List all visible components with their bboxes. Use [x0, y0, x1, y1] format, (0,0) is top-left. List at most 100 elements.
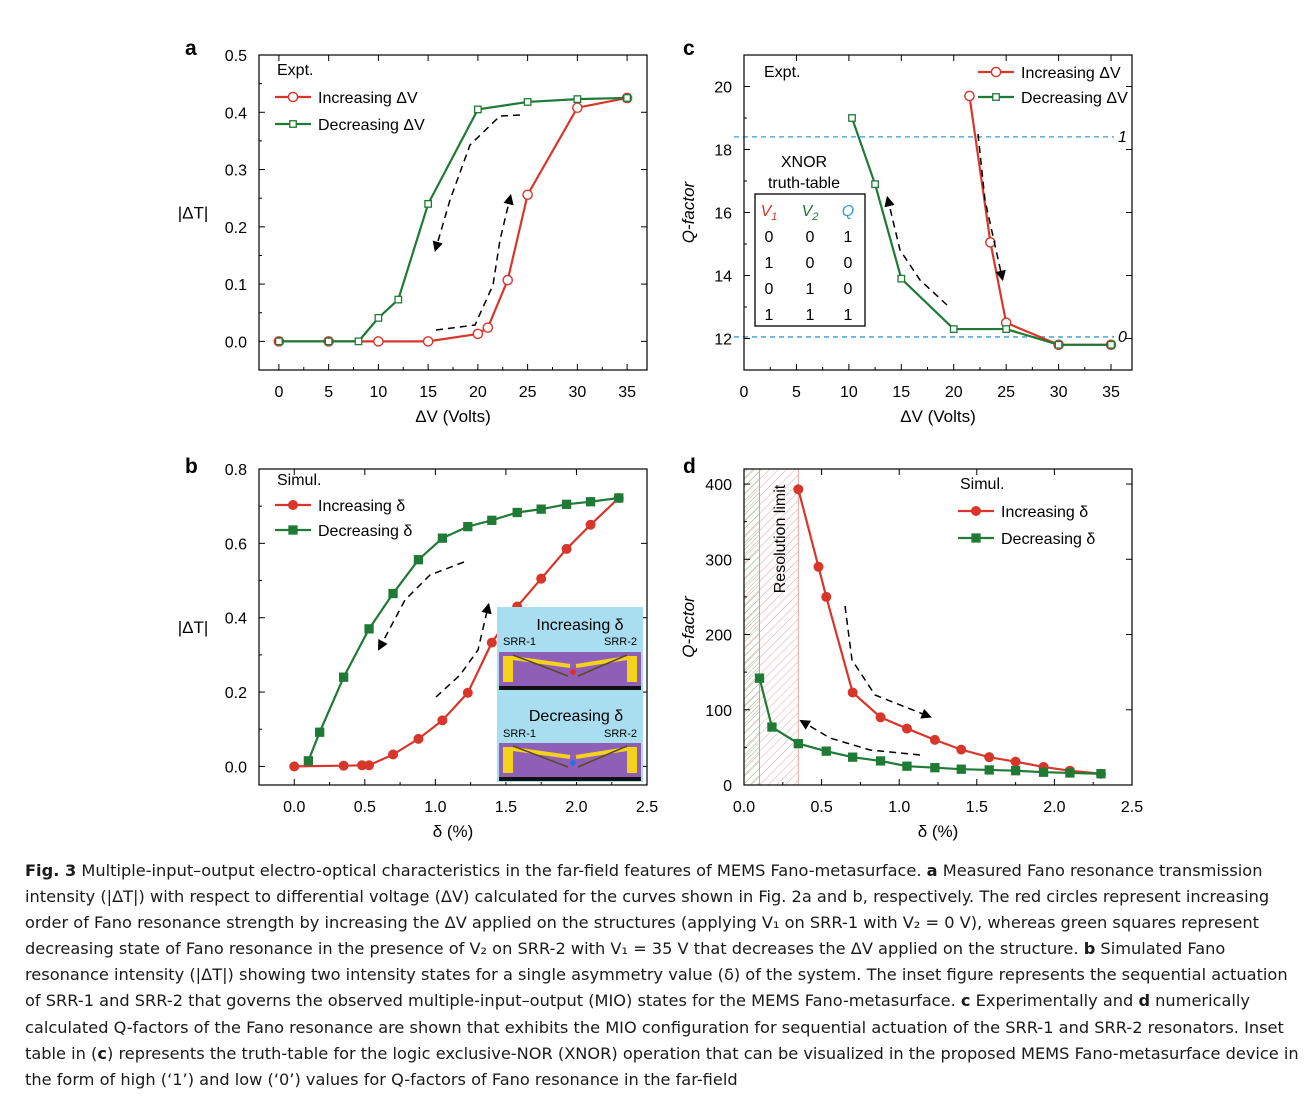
x-tick-label: 0 [740, 384, 749, 401]
caption-text: ) represents the truth-table for the log… [25, 1043, 1299, 1089]
data-point [502, 274, 514, 286]
data-point [536, 504, 546, 514]
data-point [462, 687, 473, 698]
data-point [388, 588, 398, 599]
y-tick-label: 12 [714, 332, 732, 349]
x-tick-label: 35 [618, 384, 636, 401]
data-point [482, 322, 494, 333]
series-line-1 [758, 677, 1101, 775]
truth-table-cell: 1 [765, 255, 774, 272]
data-point [573, 95, 582, 103]
data-point [1065, 768, 1075, 778]
y-tick-label: 0 [723, 778, 732, 795]
inset-base-bottom [499, 777, 641, 781]
caption-text: Simulated Fano resonance intensity (|ΔT|… [25, 939, 1288, 1011]
legend-entry: Increasing ΔV [318, 90, 418, 107]
panel-b-chart: b 0.0 0.5 1.0 1.5 2.0 2.5 0.0 0.2 0.4 0.6 0.8 δ (%) |… [178, 455, 659, 841]
truth-table-cell: 0 [765, 281, 774, 298]
data-point [1107, 340, 1115, 349]
data-point [512, 507, 522, 518]
series-line-0 [968, 95, 1112, 346]
data-point [754, 673, 765, 683]
legend-entry: Decreasing ΔV [318, 117, 425, 134]
data-point [437, 715, 448, 726]
x-tick-label: 5 [324, 384, 333, 401]
threshold-label: 0 [1118, 329, 1127, 346]
data-point [793, 738, 803, 749]
data-point [289, 761, 300, 772]
truth-table-cell: 1 [844, 307, 853, 324]
y-axis-label: |ΔT| [178, 204, 209, 223]
y-axis-label: Q-factor [679, 595, 698, 658]
data-point [585, 497, 596, 507]
guide-arrow [977, 133, 1006, 282]
truth-table-header: V2 [802, 203, 819, 223]
data-point [561, 499, 572, 509]
guide-arrow [378, 561, 465, 651]
legend-marker [287, 91, 299, 103]
x-tick-label: 0.0 [733, 799, 755, 816]
data-point [821, 746, 831, 756]
data-point [1002, 325, 1011, 333]
data-point [902, 761, 912, 771]
legend-entry: Decreasing δ [318, 523, 412, 540]
legend-entry: Increasing ΔV [1021, 65, 1121, 82]
inset-pad-right-top [627, 656, 637, 682]
data-point [536, 573, 547, 584]
data-point [767, 722, 777, 732]
panel-label: a [185, 37, 197, 60]
plot-frame [258, 468, 648, 786]
legend-entry: Decreasing δ [1001, 531, 1095, 548]
x-tick-label: 0.5 [810, 799, 832, 816]
data-point [871, 180, 879, 189]
inset-pad-right-bottom [627, 747, 637, 773]
x-tick-label: 0.5 [354, 799, 376, 816]
x-tick-label: 1.0 [424, 799, 446, 816]
y-tick-label: 0.0 [225, 334, 247, 351]
caption-bold: b [1083, 939, 1096, 959]
inset-beam-shadow2-bottom [577, 745, 628, 768]
x-tick-label: 0 [274, 384, 283, 401]
data-point [984, 752, 995, 763]
data-point [486, 637, 497, 648]
x-tick-label: 2.5 [1121, 799, 1143, 816]
guide-arrow [432, 114, 521, 253]
data-point [413, 555, 424, 565]
truth-table-cell: 0 [765, 229, 774, 246]
data-point [324, 337, 333, 346]
x-tick-label: 35 [1102, 384, 1120, 401]
truth-table-cell: 1 [806, 307, 815, 324]
x-tick-label: 1.5 [495, 799, 517, 816]
truth-table-cell: 0 [806, 229, 815, 246]
caption-bold: Fig. 3 [25, 861, 77, 880]
data-point [848, 114, 856, 122]
caption-text: Measured Fano resonance transmission int… [25, 861, 1270, 959]
x-axis-label: δ (%) [918, 822, 959, 841]
truth-table-frame [754, 193, 866, 327]
y-tick-label: 14 [714, 269, 732, 286]
caption-text: numerically calculated Q-factors of the … [25, 991, 1284, 1063]
guide-arrow [799, 719, 921, 756]
truth-table: XNOR truth-table V1 V2 Q 0 0 1 1 0 0 0 1 0 1 1 1 [754, 154, 866, 327]
caption-text: Multiple-input–output electro-optical ch… [76, 861, 927, 880]
y-tick-label: 0.4 [225, 105, 247, 122]
x-tick-label: 0.0 [283, 799, 305, 816]
caption-bold: c [960, 991, 971, 1011]
x-tick-label: 20 [945, 384, 963, 401]
resolution-limit-label: Resolution limit [772, 484, 789, 593]
truth-table-cell: 0 [806, 255, 815, 272]
data-point [956, 744, 967, 755]
x-tick-label: 30 [1050, 384, 1068, 401]
data-point [901, 723, 912, 734]
data-point [793, 484, 804, 495]
data-point [929, 734, 940, 745]
data-point [472, 328, 484, 340]
guide-arrow [435, 193, 514, 331]
y-tick-label: 300 [705, 552, 732, 569]
y-tick-label: 400 [705, 477, 732, 494]
data-point [394, 295, 403, 304]
panel-label: d [683, 455, 696, 478]
data-point [274, 337, 283, 346]
truth-table-header: Q [842, 203, 854, 220]
